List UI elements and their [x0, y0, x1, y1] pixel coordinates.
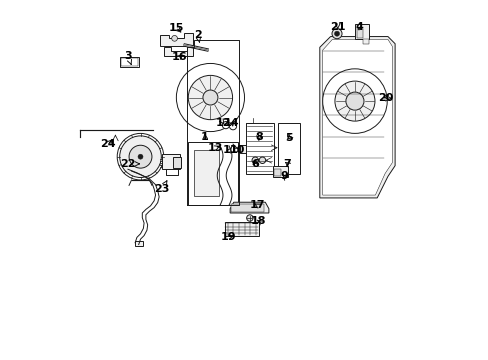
Text: 17: 17 — [249, 200, 264, 210]
Circle shape — [203, 90, 218, 105]
Polygon shape — [230, 202, 268, 213]
Bar — [231, 204, 264, 212]
Polygon shape — [322, 40, 391, 195]
Text: 3: 3 — [124, 51, 131, 64]
Polygon shape — [160, 33, 192, 45]
Bar — [277, 123, 300, 174]
Circle shape — [171, 36, 177, 41]
Polygon shape — [319, 37, 394, 198]
Circle shape — [120, 136, 161, 177]
Text: 18: 18 — [250, 216, 266, 226]
Text: 16: 16 — [171, 52, 187, 62]
Bar — [120, 57, 139, 67]
Text: 7: 7 — [283, 159, 291, 169]
Text: 5: 5 — [285, 133, 292, 143]
Text: 23: 23 — [154, 181, 169, 194]
Bar — [121, 58, 137, 66]
Bar — [362, 40, 368, 44]
Text: 2: 2 — [194, 30, 202, 42]
Circle shape — [188, 75, 232, 120]
Text: 9: 9 — [280, 171, 287, 181]
Circle shape — [322, 69, 386, 134]
Text: 8: 8 — [254, 132, 262, 142]
Circle shape — [222, 122, 229, 129]
Circle shape — [176, 63, 244, 132]
Bar — [187, 142, 238, 205]
Text: 1: 1 — [201, 132, 208, 142]
Bar — [273, 166, 287, 177]
Bar — [135, 241, 143, 246]
Bar — [194, 149, 219, 196]
Circle shape — [331, 29, 341, 39]
Text: 15: 15 — [168, 23, 183, 33]
Circle shape — [251, 157, 258, 163]
Bar — [162, 154, 180, 169]
Circle shape — [229, 123, 236, 130]
Text: 24: 24 — [100, 139, 116, 149]
Circle shape — [334, 31, 339, 36]
Text: 10: 10 — [229, 144, 244, 154]
Bar — [356, 29, 363, 38]
Bar — [224, 222, 258, 235]
Text: 22: 22 — [120, 159, 139, 169]
Circle shape — [345, 92, 363, 110]
Text: 4: 4 — [355, 22, 363, 32]
Polygon shape — [163, 45, 192, 56]
Bar — [240, 145, 246, 153]
Bar — [172, 157, 180, 168]
Text: 6: 6 — [251, 159, 259, 169]
Circle shape — [138, 154, 142, 159]
Text: 12: 12 — [215, 118, 230, 128]
Text: 13: 13 — [208, 143, 223, 153]
Circle shape — [129, 145, 152, 168]
Text: 19: 19 — [220, 232, 236, 242]
Circle shape — [246, 215, 253, 221]
Text: 21: 21 — [329, 22, 345, 32]
Text: 14: 14 — [224, 118, 239, 128]
Circle shape — [259, 157, 265, 163]
Bar — [354, 24, 368, 40]
Text: 20: 20 — [378, 93, 393, 103]
Bar — [274, 169, 281, 176]
Bar — [245, 123, 274, 174]
Text: 11: 11 — [222, 144, 238, 154]
Circle shape — [334, 81, 374, 121]
